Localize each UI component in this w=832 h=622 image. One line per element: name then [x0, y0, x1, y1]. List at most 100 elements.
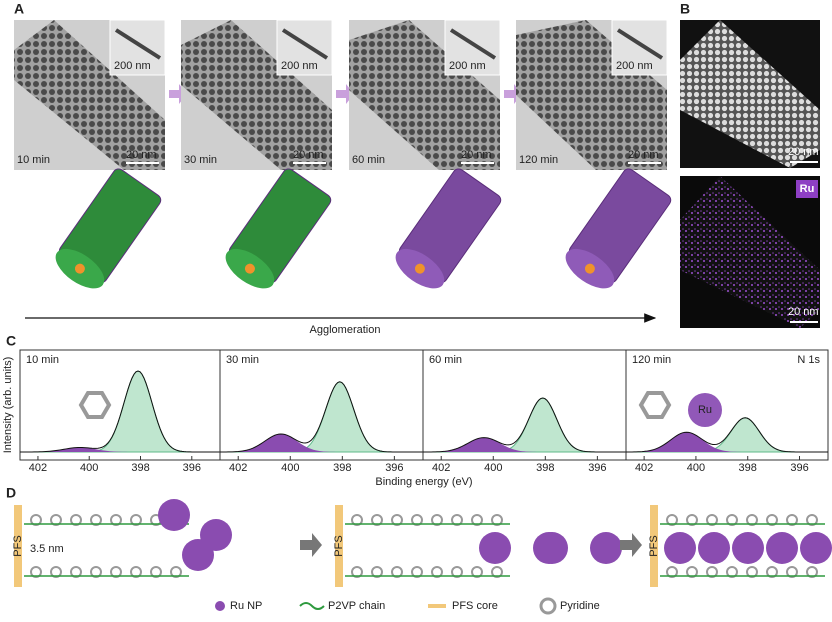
core	[244, 263, 255, 274]
pyridine	[786, 514, 798, 526]
pyridine	[491, 566, 503, 578]
rod-model	[565, 168, 672, 289]
nanorod	[680, 20, 820, 168]
ru-np	[533, 532, 565, 564]
scale-label: 20 nm	[293, 149, 324, 161]
envelope	[422, 397, 626, 453]
pyridine	[130, 566, 142, 578]
time-label: 60 min	[352, 154, 385, 166]
n-ru-peak	[626, 432, 828, 452]
ru-np	[698, 532, 730, 564]
spacing-label: 3.5 nm	[30, 543, 64, 555]
pyridine	[50, 566, 62, 578]
pyridine	[766, 514, 778, 526]
pfs-core	[650, 505, 658, 587]
core	[74, 263, 85, 274]
x-tick-label: 400	[281, 462, 299, 474]
pyridine	[686, 514, 698, 526]
pyridine	[491, 514, 503, 526]
time-label: 30 min	[184, 154, 217, 166]
core	[584, 263, 595, 274]
x-tick-label: 400	[687, 462, 705, 474]
pyridine	[806, 566, 818, 578]
x-tick-label: 396	[385, 462, 403, 474]
x-tick-label: 398	[131, 462, 149, 474]
x-tick-label: 398	[536, 462, 554, 474]
peak-label: N 1s	[797, 354, 820, 366]
pyridine	[90, 566, 102, 578]
inset-rod	[449, 28, 497, 60]
inset-scale: 200 nm	[281, 60, 318, 72]
x-axis-label: Binding energy (eV)	[375, 476, 472, 488]
pyridine	[471, 514, 483, 526]
envelope	[219, 381, 423, 453]
pyridine	[110, 514, 122, 526]
pyridine	[786, 566, 798, 578]
x-tick-label: 396	[183, 462, 201, 474]
inset-scale: 200 nm	[114, 60, 151, 72]
panel-time: 60 min	[429, 354, 462, 366]
pfs-core	[335, 505, 343, 587]
rod-model	[55, 168, 162, 289]
pyridine	[30, 566, 42, 578]
panel-label: B	[680, 1, 690, 17]
x-tick-label: 402	[29, 462, 47, 474]
panel-time: 10 min	[26, 354, 59, 366]
time-label: 10 min	[17, 154, 50, 166]
core-label: PFS	[648, 535, 660, 556]
legend-pyridine	[539, 597, 557, 615]
ru-sphere	[688, 393, 722, 427]
legend-label: Ru NP	[230, 600, 262, 612]
y-axis-label: Intensity (arb. units)	[2, 357, 14, 454]
pyridine	[30, 514, 42, 526]
pyridine	[706, 514, 718, 526]
pyridine	[391, 514, 403, 526]
pyridine	[746, 514, 758, 526]
n-pyridine-peak	[626, 417, 828, 453]
scale-label: 20 nm	[788, 306, 819, 318]
scale-label: 20 nm	[788, 146, 819, 158]
pyridine	[726, 514, 738, 526]
x-tick-label: 396	[588, 462, 606, 474]
core-label: PFS	[333, 535, 345, 556]
inset-rod	[616, 28, 664, 60]
pyridine	[50, 514, 62, 526]
pyridine	[471, 566, 483, 578]
pyridine	[411, 566, 423, 578]
ru-np	[158, 499, 190, 531]
step-arrow	[300, 533, 322, 557]
n-ru-peak	[220, 434, 423, 452]
ru-np	[766, 532, 798, 564]
pyridine	[391, 566, 403, 578]
pyridine	[431, 566, 443, 578]
pyridine	[371, 566, 383, 578]
inset	[276, 19, 333, 76]
pyridine	[70, 566, 82, 578]
n-pyridine-peak	[220, 381, 423, 453]
pyridine	[150, 566, 162, 578]
panel-time: 120 min	[632, 354, 671, 366]
pyridine	[431, 514, 443, 526]
legend-label: PFS core	[452, 600, 498, 612]
inset	[611, 19, 668, 76]
pyridine	[70, 514, 82, 526]
pyridine	[411, 514, 423, 526]
panel-time: 30 min	[226, 354, 259, 366]
scale-label: 20 nm	[628, 149, 659, 161]
inset-scale: 200 nm	[449, 60, 486, 72]
x-tick-label: 398	[333, 462, 351, 474]
n-ru-peak	[423, 437, 626, 452]
ru-map	[680, 176, 820, 328]
pyridine	[746, 566, 758, 578]
n-pyridine-peak	[423, 397, 626, 453]
envelope	[19, 370, 220, 453]
rod-model	[395, 168, 502, 289]
inset-rod	[281, 28, 329, 60]
ru-np	[800, 532, 832, 564]
panel-label: D	[6, 485, 16, 501]
ru-np	[479, 532, 511, 564]
n-pyridine-peak	[20, 370, 220, 453]
step-arrow	[620, 533, 642, 557]
pyridine	[90, 514, 102, 526]
